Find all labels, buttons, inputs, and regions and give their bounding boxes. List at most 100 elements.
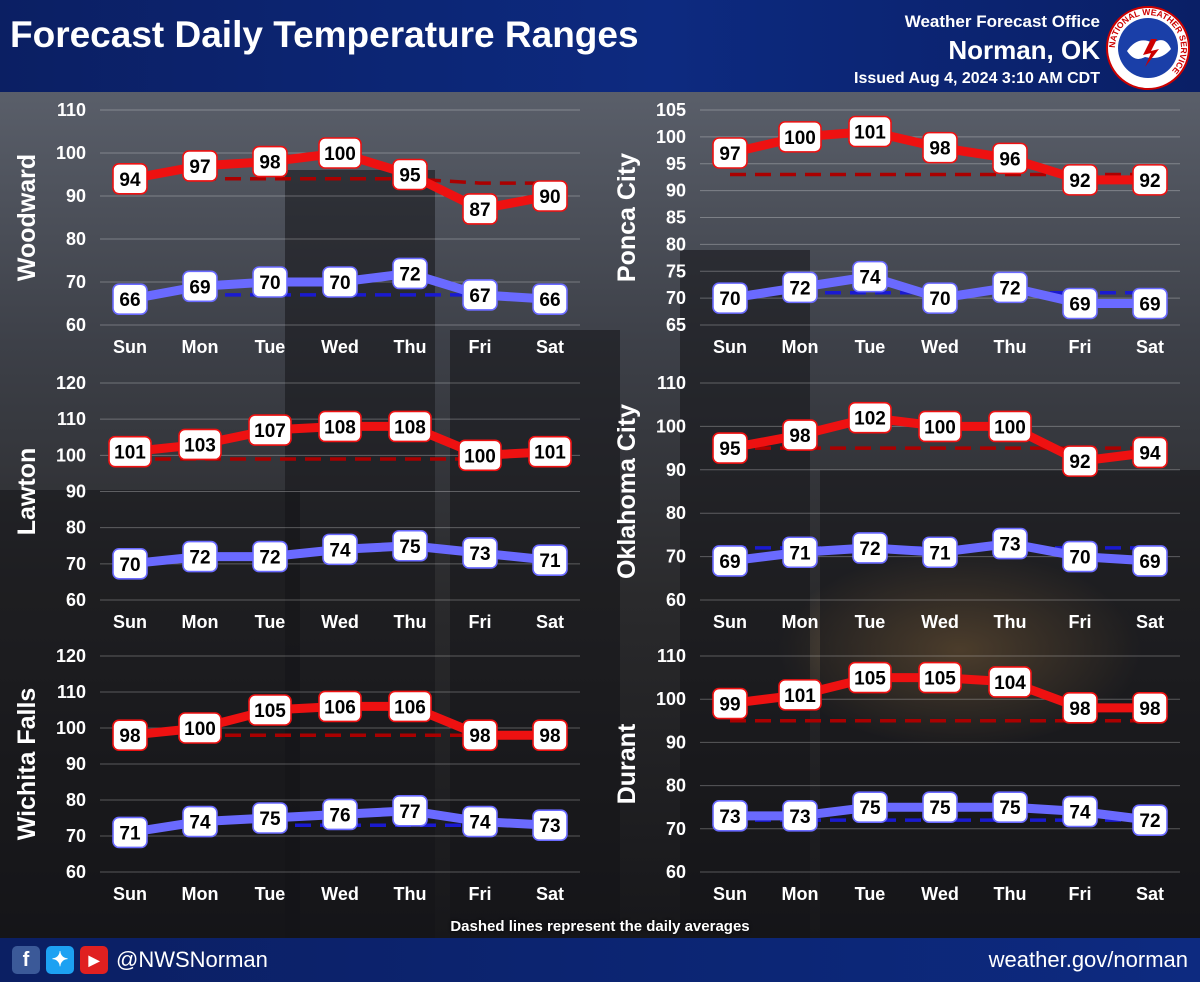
low-temperature-label: 70 <box>252 266 288 298</box>
high-temperature-label: 105 <box>918 661 962 694</box>
label-box <box>992 527 1028 560</box>
x-tick-label: Wed <box>321 884 359 904</box>
x-tick-label: Sat <box>536 337 564 357</box>
x-tick-label: Sat <box>1136 884 1164 904</box>
data-label: 105 <box>854 669 886 690</box>
high-temperature-label: 100 <box>458 439 502 472</box>
low-temperature-label: 70 <box>712 282 748 314</box>
chart-panel-ponca-city: 65 70 75 80 85 90 95 100 105 Sun Mon Tue Wed Thu Fri Sa… <box>613 100 1180 357</box>
y-tick-label: 90 <box>666 181 686 201</box>
social-handle[interactable]: @NWSNorman <box>116 947 268 972</box>
data-label: 70 <box>259 273 280 294</box>
website-link[interactable]: weather.gov/norman <box>988 947 1188 972</box>
data-label: 74 <box>189 813 211 834</box>
y-tick-label: 120 <box>56 373 86 393</box>
label-box <box>322 798 358 831</box>
low-temperature-label: 72 <box>252 540 288 573</box>
data-label: 71 <box>789 543 811 564</box>
high-temperature-label: 94 <box>1132 436 1168 469</box>
y-tick-label: 85 <box>666 208 686 228</box>
label-box <box>462 537 498 569</box>
high-temperature-label: 100 <box>178 712 222 744</box>
x-tick-label: Tue <box>255 884 286 904</box>
data-label: 73 <box>719 807 740 828</box>
label-box <box>992 142 1028 175</box>
y-tick-label: 105 <box>656 100 686 120</box>
label-box <box>532 180 568 212</box>
label-box <box>1132 436 1168 469</box>
x-tick-label: Thu <box>394 612 427 632</box>
low-temperature-label: 69 <box>712 545 748 577</box>
y-tick-label: 90 <box>666 460 686 480</box>
data-label: 69 <box>719 552 740 573</box>
x-tick-label: Thu <box>994 884 1027 904</box>
data-label: 76 <box>329 805 350 826</box>
data-label: 100 <box>184 719 216 740</box>
y-tick-label: 75 <box>666 261 686 281</box>
x-tick-label: Fri <box>1068 884 1091 904</box>
station-label: Woodward <box>13 154 41 281</box>
data-label: 97 <box>189 157 210 178</box>
data-label: 74 <box>329 540 351 561</box>
data-label: 73 <box>789 807 810 828</box>
data-label: 71 <box>539 551 561 572</box>
low-temperature-label: 73 <box>532 809 568 842</box>
data-label: 92 <box>1139 171 1160 192</box>
data-label: 74 <box>859 268 881 289</box>
low-temperature-label: 66 <box>112 283 148 316</box>
high-temperature-label: 98 <box>1062 692 1098 724</box>
label-box <box>252 266 288 298</box>
twitter-icon[interactable]: ✦ <box>46 946 74 974</box>
y-tick-label: 110 <box>657 373 686 393</box>
x-tick-label: Wed <box>321 337 359 357</box>
chart-panel-wichita-falls: 60 70 80 90 100 110 120 Sun Mon Tue Wed Thu Fri Sat Wi… <box>13 646 580 904</box>
data-label: 70 <box>329 273 350 294</box>
y-tick-label: 70 <box>66 554 86 574</box>
issued-time: Issued Aug 4, 2024 3:10 AM CDT <box>854 70 1100 87</box>
y-tick-label: 110 <box>657 646 686 666</box>
data-label: 67 <box>469 286 490 307</box>
label-box <box>462 279 498 311</box>
low-temperature-label: 69 <box>1132 287 1168 320</box>
label-box <box>1062 540 1098 573</box>
y-tick-label: 70 <box>666 547 686 567</box>
y-tick-label: 80 <box>66 518 86 538</box>
label-box <box>322 533 358 566</box>
high-temperature-label: 99 <box>712 687 748 720</box>
label-box <box>322 266 358 298</box>
label-box <box>532 544 568 577</box>
youtube-icon[interactable]: ▶ <box>80 946 108 974</box>
label-box <box>848 661 892 694</box>
low-temperature-label: 74 <box>462 805 498 838</box>
label-box <box>318 137 362 169</box>
label-box <box>782 271 818 304</box>
y-tick-label: 70 <box>666 819 686 839</box>
high-temperature-label: 100 <box>918 410 962 443</box>
high-temperature-label: 90 <box>532 180 568 212</box>
x-tick-label: Sun <box>113 337 147 357</box>
chart-panel-durant: 60 70 80 90 100 110 Sun Mon Tue Wed Thu Fri Sat Duran… <box>613 646 1180 904</box>
facebook-icon[interactable]: f <box>12 946 40 974</box>
data-label: 77 <box>399 802 420 823</box>
data-label: 69 <box>1139 295 1160 316</box>
y-tick-label: 90 <box>66 754 86 774</box>
label-box <box>318 690 362 723</box>
label-box <box>458 439 502 472</box>
low-temperature-label: 73 <box>992 527 1028 560</box>
label-box <box>1062 795 1098 828</box>
data-label: 98 <box>789 426 810 447</box>
label-box <box>852 791 888 824</box>
label-box <box>1062 692 1098 724</box>
low-temperature-label: 74 <box>182 805 218 838</box>
low-temperature-label: 77 <box>392 794 428 827</box>
label-box <box>712 137 748 169</box>
label-box <box>462 805 498 838</box>
label-box <box>388 410 432 443</box>
data-label: 101 <box>854 123 886 144</box>
label-box <box>392 257 428 290</box>
x-tick-label: Mon <box>782 612 819 632</box>
label-box <box>532 719 568 752</box>
data-label: 99 <box>719 695 740 716</box>
high-temperature-label: 108 <box>318 410 362 443</box>
label-box <box>182 150 218 182</box>
